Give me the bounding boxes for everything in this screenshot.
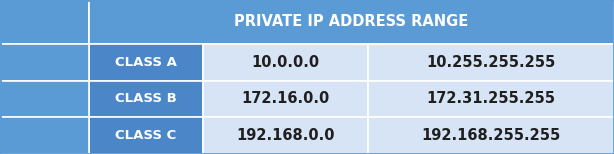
Bar	[203, 44, 368, 81]
Bar	[0, 0, 89, 44]
Text: CLASS C: CLASS C	[115, 129, 176, 142]
Bar	[89, 0, 614, 44]
Text: 172.16.0.0: 172.16.0.0	[241, 91, 330, 106]
Text: 10.0.0.0: 10.0.0.0	[252, 55, 319, 70]
Text: 10.255.255.255: 10.255.255.255	[427, 55, 556, 70]
Text: 172.31.255.255: 172.31.255.255	[427, 91, 556, 106]
Bar	[89, 81, 203, 117]
Text: 192.168.255.255: 192.168.255.255	[422, 128, 561, 143]
Bar	[368, 81, 614, 117]
Text: PRIVATE IP ADDRESS RANGE: PRIVATE IP ADDRESS RANGE	[235, 14, 468, 29]
Bar	[368, 117, 614, 154]
Bar	[89, 117, 203, 154]
Bar	[0, 81, 89, 117]
Text: 192.168.0.0: 192.168.0.0	[236, 128, 335, 143]
Text: CLASS A: CLASS A	[115, 56, 177, 69]
Text: CLASS B: CLASS B	[115, 92, 177, 105]
Bar	[203, 81, 368, 117]
Bar	[368, 44, 614, 81]
Bar	[0, 117, 89, 154]
Bar	[203, 117, 368, 154]
Bar	[89, 44, 203, 81]
Bar	[0, 44, 89, 81]
